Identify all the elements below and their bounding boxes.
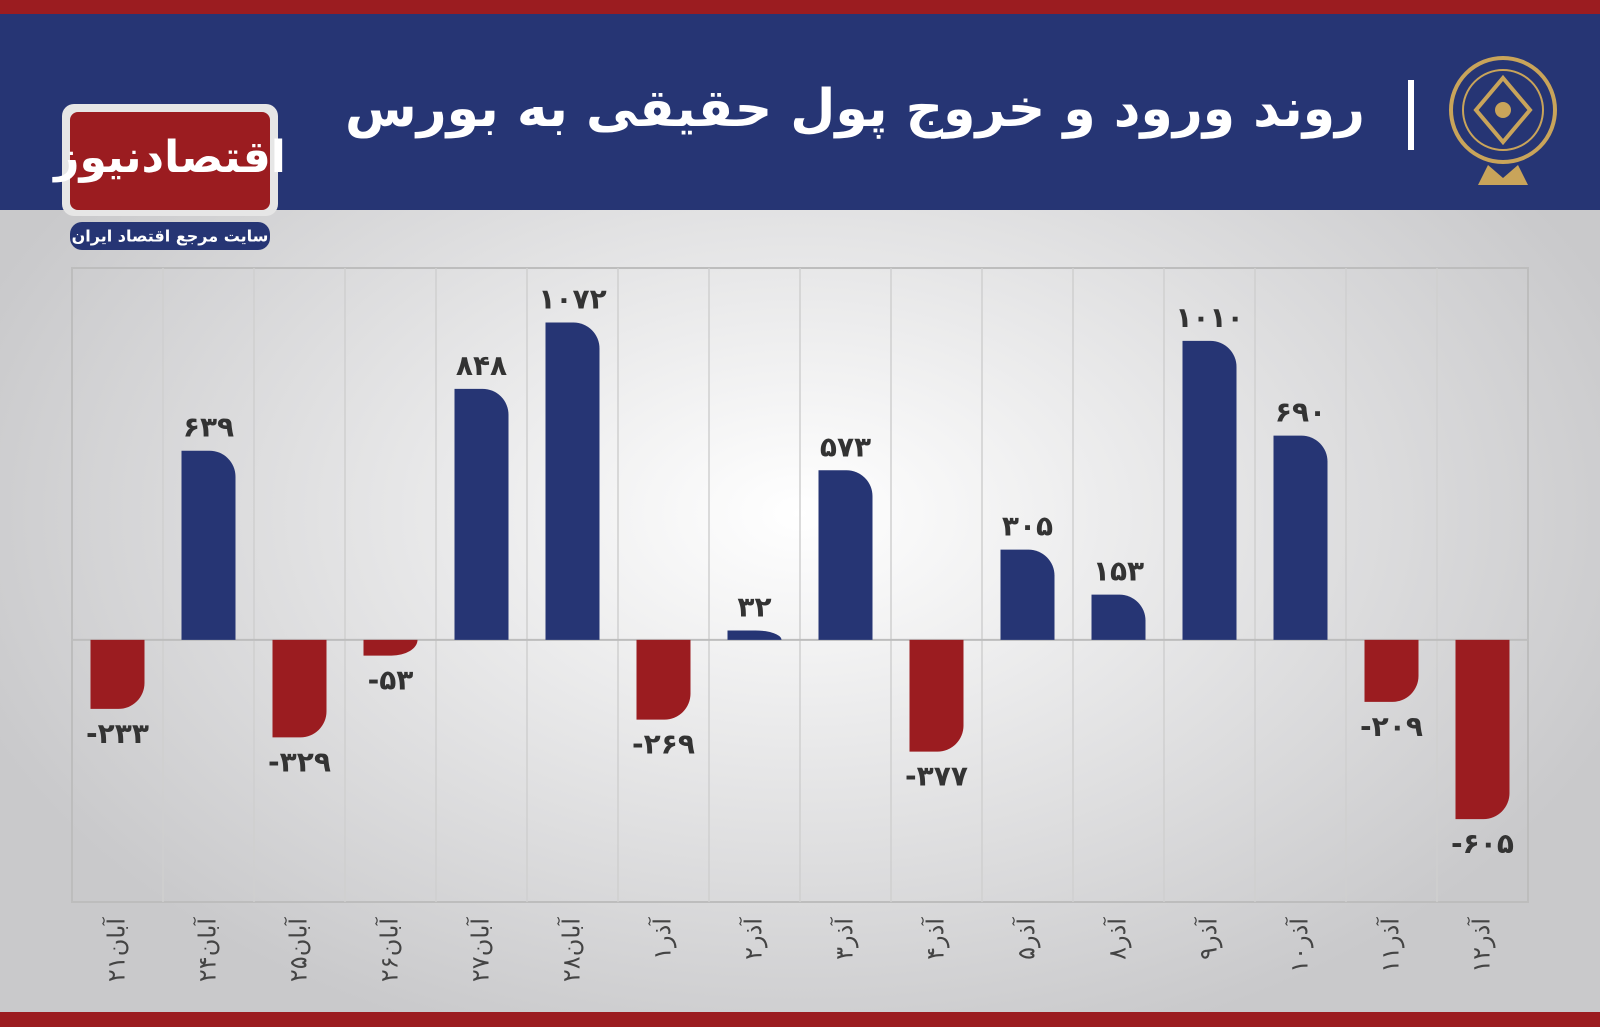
value-label: ۳۰۵ [1002,510,1053,543]
value-label: ۱۰۷۲ [538,282,606,315]
value-label: -۲۶۹ [632,728,695,761]
x-tick-label: ۱۱آذر [1376,917,1405,973]
bar [1000,549,1055,640]
x-tick-label: ۲۸آبان [557,917,586,982]
bar [636,639,691,720]
x-tick-label: ۲۵آبان [284,917,313,982]
bar [818,470,873,640]
bar [1091,594,1146,640]
value-label: ۵۷۳ [820,430,871,463]
bar [545,322,600,640]
brand-name: اقتصادنیوز [52,132,286,183]
bar [1182,340,1237,640]
x-tick-label: ۸آذر [1103,917,1132,960]
brand-tagline: سایت مرجع اقتصاد ایران [72,227,269,246]
value-label: ۳۲ [737,590,771,623]
x-tick-label: ۲۷آبان [466,917,495,982]
x-tick-label: ۱آذر [648,917,677,960]
bar [1273,435,1328,640]
x-tick-label: ۱۲آذر [1467,917,1496,973]
bar [181,450,236,640]
bar [90,639,145,709]
bar [454,388,509,640]
x-tick-label: ۳آذر [830,917,859,960]
x-tick-label: ۲آذر [739,917,768,960]
value-label: ۶۹۰ [1275,396,1326,429]
bar [1455,639,1510,820]
bar [909,639,964,752]
title-divider [1408,80,1414,150]
value-label: -۳۷۷ [905,760,968,793]
chart-title: روند ورود و خروج پول حقیقی به بورس [345,79,1365,139]
value-label: -۵۳ [368,664,414,697]
bottom-strip [0,1012,1600,1027]
brand: اقتصادنیوز سایت مرجع اقتصاد ایران [52,104,286,250]
value-label: ۶۳۹ [183,411,234,444]
value-label: -۲۳۳ [86,717,149,750]
bar [363,639,418,656]
x-tick-label: ۵آذر [1012,917,1041,960]
value-label: -۲۰۹ [1360,710,1423,743]
x-tick-label: ۹آذر [1194,917,1223,960]
bar [727,630,782,640]
value-label: -۶۰۵ [1451,827,1514,860]
value-label: ۸۴۸ [456,349,507,382]
value-label: ۱۵۳ [1093,555,1144,588]
x-tick-label: ۲۱آبان [102,917,131,982]
x-tick-label: ۲۴آبان [193,917,222,982]
value-label: -۳۲۹ [268,745,331,778]
x-tick-label: ۲۶آبان [375,917,404,982]
x-tick-label: ۴آذر [921,917,950,960]
value-label: ۱۰۱۰ [1175,301,1243,334]
logo [1449,56,1557,185]
top-strip [0,0,1600,14]
bar [272,639,327,738]
bar [1364,639,1419,702]
x-tick-label: ۱۰آذر [1285,917,1314,973]
